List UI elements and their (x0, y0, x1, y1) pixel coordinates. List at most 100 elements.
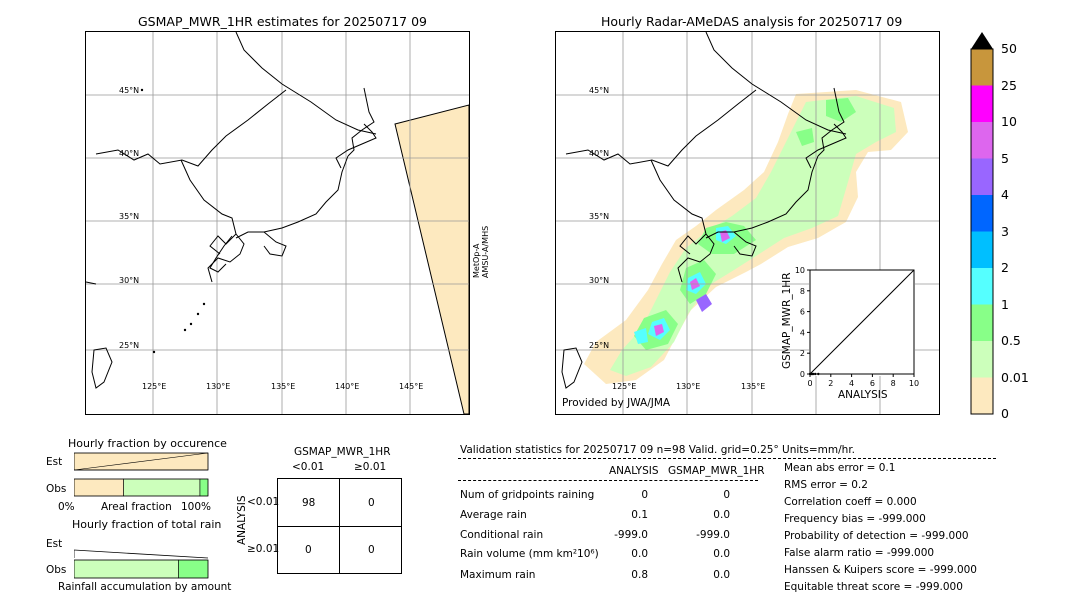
radar-coverage (584, 90, 908, 384)
rain-fraction-bar-frame (74, 559, 209, 579)
stat-row-analysis: -999.0 (614, 529, 648, 541)
left-lon-135: 135°E (271, 382, 296, 391)
left-lon-125: 125°E (142, 382, 167, 391)
stat-row-gsmap: -999.0 (696, 529, 730, 541)
stat-row-label: Rain volume (mm km²10⁶) (460, 548, 599, 560)
occurrence-xlabel: Areal fraction (101, 501, 172, 513)
rain-fraction-bar (178, 559, 209, 579)
scatter-xtick-label: 4 (849, 379, 854, 388)
data-credit: Provided by JWA/JMA (562, 397, 671, 409)
right-lat-35: 35°N (589, 212, 610, 221)
stat-row-label: Conditional rain (460, 529, 544, 541)
colorbar-extend-arrow (971, 32, 993, 49)
occurrence-bar (123, 478, 201, 497)
stat-row-gsmap: 0.0 (713, 569, 730, 581)
validation-subdivider (458, 480, 758, 481)
stat-row-gsmap: 0.0 (713, 509, 730, 521)
scatter-ytick-label: 4 (800, 328, 805, 337)
right-map-canvas (556, 32, 939, 414)
right-lon-125: 125°E (612, 382, 637, 391)
scatter-xtick-label: 6 (870, 379, 875, 388)
scatter-point (817, 372, 820, 376)
scatter-ticks: 0 2 4 6 8 10 0 2 4 6 8 10 (795, 266, 919, 388)
left-lat-35: 35°N (119, 212, 140, 221)
colorbar-segment (971, 85, 993, 122)
scatter-ylabel: GSMAP_MWR_1HR (781, 272, 793, 369)
colorbar-segment (971, 49, 993, 86)
left-map-panel: 45°N 40°N 35°N 30°N 25°N 125°E 130°E 135… (85, 31, 470, 415)
score-pod: Probability of detection = -999.000 (784, 530, 969, 542)
occurrence-bar (74, 478, 124, 497)
stat-row-label: Maximum rain (460, 569, 536, 581)
colorbar-label: 2 (1001, 260, 1009, 275)
scatter-ytick-label: 10 (795, 266, 805, 275)
colorbar-label: 1 (1001, 296, 1009, 312)
scatter-xlabel: ANALYSIS (838, 389, 888, 401)
contingency-cell-01: 0 (368, 497, 375, 509)
occurrence-bar (199, 478, 209, 497)
left-map-title: GSMAP_MWR_1HR estimates for 20250717 09 (138, 14, 427, 29)
scatter-point (811, 372, 815, 376)
colorbar-label: 50 (1001, 41, 1017, 56)
left-map-coastline (86, 32, 377, 389)
right-lat-30: 30°N (589, 276, 610, 285)
left-lon-130: 130°E (206, 382, 231, 391)
colorbar-segment (971, 268, 993, 305)
colorbar-segment (971, 158, 993, 195)
colorbar-label: 3 (1001, 223, 1009, 239)
colorbar-label: 0.01 (1001, 369, 1029, 385)
scatter-point (814, 372, 817, 376)
contingency-row-0: <0.01 (247, 496, 280, 508)
scatter-ytick-label: 6 (800, 308, 805, 317)
right-lon-135: 135°E (741, 382, 766, 391)
occurrence-obs-label: Obs (46, 483, 67, 495)
contingency-title: GSMAP_MWR_1HR (294, 446, 391, 458)
stat-row-analysis: 0.0 (631, 548, 648, 560)
satellite-swath (394, 104, 469, 414)
occurrence-bars (74, 452, 209, 497)
right-lat-45: 45°N (589, 86, 610, 95)
score-correlation: Correlation coeff = 0.000 (784, 496, 917, 508)
colorbar-segment (971, 122, 993, 159)
scatter-ytick-label: 0 (800, 370, 805, 379)
contingency-row-1: ≥0.01 (247, 543, 280, 555)
occurrence-title: Hourly fraction by occurence (68, 437, 227, 450)
scatter-xtick-label: 0 (807, 379, 812, 388)
validation-col-analysis: ANALYSIS (609, 465, 659, 477)
left-map-islands (140, 88, 206, 354)
left-map-canvas (86, 32, 469, 414)
colorbar-segment (971, 377, 993, 414)
colorbar-label: 0.5 (1001, 333, 1021, 348)
occurrence-est-label: Est (46, 456, 63, 468)
scatter-xtick-label: 10 (909, 379, 919, 388)
contingency-cell-00: 98 (302, 497, 316, 509)
rain-fraction-bar (74, 559, 179, 579)
contingency-cell-11: 0 (368, 544, 375, 556)
colorbar-segment (971, 341, 993, 378)
validation-col-gsmap: GSMAP_MWR_1HR (668, 465, 765, 477)
colorbar-frame (970, 48, 994, 415)
contingency-col-0: <0.01 (292, 461, 325, 473)
satellite-label-1: MetOp-A (472, 243, 481, 278)
stat-row-gsmap: 0.0 (713, 548, 730, 560)
occurrence-x-0: 0% (58, 501, 75, 513)
scatter-plot: 0 2 4 6 8 10 0 2 4 6 8 10 (795, 266, 919, 388)
score-rmse: RMS error = 0.2 (784, 479, 868, 491)
left-lat-25: 25°N (119, 341, 140, 350)
left-lat-40: 40°N (119, 149, 140, 158)
rain-fraction-bars (74, 549, 209, 579)
colorbar-segments (971, 49, 993, 414)
contingency-col-1: ≥0.01 (354, 461, 387, 473)
rain-fraction-xlabel: Rainfall accumulation by amount (58, 581, 232, 593)
colorbar-label: 0 (1001, 406, 1009, 421)
right-map-coastline (561, 32, 847, 389)
right-lon-130: 130°E (676, 382, 701, 391)
scatter-xtick-label: 8 (891, 379, 896, 388)
score-frequency-bias: Frequency bias = -999.000 (784, 513, 926, 525)
left-lon-140: 140°E (335, 382, 360, 391)
validation-header: Validation statistics for 20250717 09 n=… (460, 444, 856, 456)
colorbar-label: 5 (1001, 150, 1009, 166)
score-far: False alarm ratio = -999.000 (784, 547, 935, 559)
stat-row-gsmap: 0 (723, 489, 730, 501)
rain-fraction-est-label: Est (46, 538, 63, 550)
